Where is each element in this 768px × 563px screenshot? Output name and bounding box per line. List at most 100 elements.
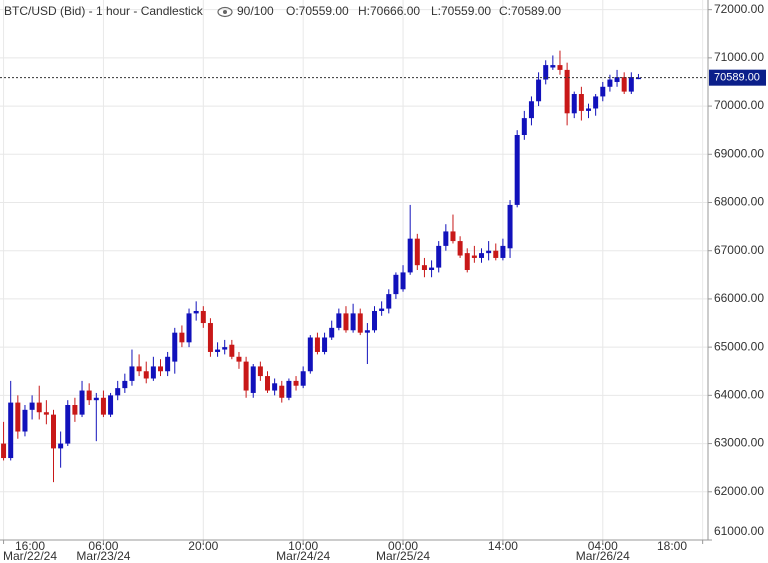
y-tick-label: 71000.00 bbox=[714, 50, 764, 64]
ohlc-low: L:70559.00 bbox=[431, 4, 491, 18]
candle-body bbox=[286, 380, 292, 398]
candle-body bbox=[1, 443, 7, 459]
candle-body bbox=[122, 380, 128, 389]
candle-body bbox=[607, 79, 613, 87]
y-tick-label: 65000.00 bbox=[714, 339, 764, 353]
candle-body bbox=[229, 344, 235, 357]
x-tick-label: 04:00 bbox=[588, 539, 618, 553]
ohlc-high: H:70666.00 bbox=[358, 4, 420, 18]
candle-body bbox=[86, 390, 92, 401]
last-price-label: 70589.00 bbox=[714, 72, 760, 84]
candle-body bbox=[15, 402, 21, 432]
candle-body bbox=[314, 337, 320, 352]
candle-body bbox=[400, 272, 406, 290]
y-tick-label: 69000.00 bbox=[714, 146, 764, 160]
candle-body bbox=[265, 376, 271, 391]
candle-body bbox=[521, 118, 527, 135]
candle-body bbox=[528, 101, 534, 119]
chart-title: BTC/USD (Bid) - 1 hour - Candlestick bbox=[4, 4, 204, 18]
candle-body bbox=[635, 77, 641, 80]
x-tick-label: 18:00 bbox=[657, 539, 687, 553]
candle-body bbox=[250, 366, 256, 393]
candle-body bbox=[150, 366, 156, 379]
candle-body bbox=[414, 238, 420, 266]
candle-body bbox=[108, 395, 114, 415]
candle-body bbox=[243, 361, 249, 391]
x-tick-date: Mar/25/24 bbox=[376, 549, 430, 563]
candle-body bbox=[129, 366, 135, 381]
candle-body bbox=[543, 65, 549, 80]
candle-body bbox=[436, 245, 442, 268]
candle-body bbox=[357, 313, 363, 333]
candle-body bbox=[293, 380, 299, 386]
x-tick-date: Mar/23/24 bbox=[76, 549, 130, 563]
candle-body bbox=[578, 94, 584, 111]
candle-body bbox=[36, 402, 42, 413]
y-tick-label: 63000.00 bbox=[714, 436, 764, 450]
candle-body bbox=[450, 231, 456, 242]
candle-body bbox=[100, 397, 106, 415]
y-tick-label: 67000.00 bbox=[714, 243, 764, 257]
candle-body bbox=[586, 108, 592, 111]
candle-body bbox=[186, 313, 192, 343]
candle-body bbox=[72, 405, 78, 415]
candle-body bbox=[8, 402, 14, 459]
candle-body bbox=[493, 250, 499, 258]
candle-body bbox=[343, 313, 349, 331]
candle-body bbox=[429, 267, 435, 270]
ohlc-open: O:70559.00 bbox=[286, 4, 349, 18]
x-tick-date: Mar/24/24 bbox=[276, 549, 330, 563]
candle-body bbox=[136, 366, 142, 372]
candle-body bbox=[421, 265, 427, 270]
candle-body bbox=[471, 255, 477, 258]
candle-body bbox=[514, 135, 520, 205]
x-tick-date: Mar/26/24 bbox=[576, 549, 630, 563]
candle-body bbox=[222, 347, 228, 350]
candle-body bbox=[600, 86, 606, 97]
candle-body bbox=[307, 337, 313, 372]
candle-body bbox=[557, 65, 563, 70]
candle-body bbox=[571, 94, 577, 114]
candle-body bbox=[614, 77, 620, 82]
candle-body bbox=[236, 356, 242, 362]
candle-body bbox=[550, 65, 556, 68]
candle-body bbox=[372, 310, 378, 331]
counter: 90/100 bbox=[237, 4, 274, 18]
candle-body bbox=[279, 385, 285, 398]
x-tick-label: 00:00 bbox=[388, 539, 418, 553]
candle-body bbox=[593, 96, 599, 109]
y-tick-label: 66000.00 bbox=[714, 291, 764, 305]
y-tick-label: 72000.00 bbox=[714, 2, 764, 16]
x-tick-label: 10:00 bbox=[288, 539, 318, 553]
candle-body bbox=[165, 356, 171, 372]
candle-body bbox=[115, 388, 121, 396]
candle-body bbox=[507, 204, 513, 249]
candle-body bbox=[457, 241, 463, 256]
candle-body bbox=[22, 409, 28, 432]
candle-body bbox=[486, 250, 492, 254]
candle-body bbox=[65, 405, 71, 444]
candle-body bbox=[350, 313, 356, 331]
candle-body bbox=[193, 310, 199, 314]
candle-body bbox=[443, 231, 449, 246]
candle-body bbox=[257, 366, 263, 377]
y-tick-label: 61000.00 bbox=[714, 524, 764, 538]
candle-body bbox=[207, 323, 213, 352]
eye-icon bbox=[217, 6, 233, 18]
candle-body bbox=[200, 310, 206, 324]
candle-body bbox=[51, 414, 57, 449]
candle-body bbox=[215, 349, 221, 352]
y-tick-label: 62000.00 bbox=[714, 484, 764, 498]
candle-body bbox=[479, 253, 485, 258]
candle-body bbox=[379, 308, 385, 311]
last-price-tag bbox=[709, 69, 766, 86]
candle-body bbox=[300, 371, 306, 386]
candle-body bbox=[336, 313, 342, 328]
candle-body bbox=[364, 330, 370, 333]
candle-body bbox=[272, 383, 278, 391]
candle-body bbox=[621, 77, 627, 92]
x-tick-label: 16:00 bbox=[15, 539, 45, 553]
candle-body bbox=[179, 332, 185, 343]
